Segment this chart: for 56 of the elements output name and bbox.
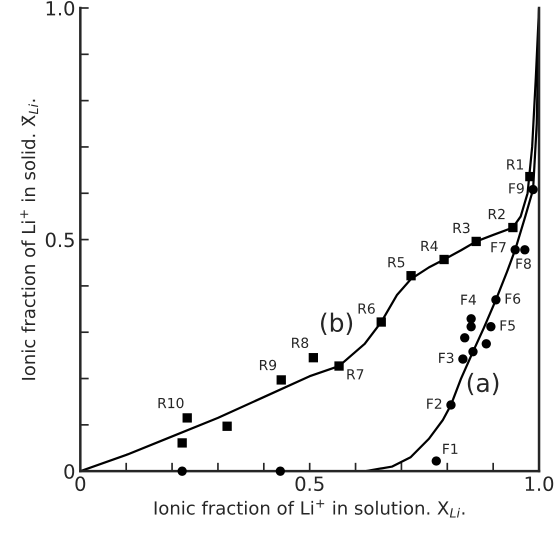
annotation: F3 xyxy=(439,352,454,364)
annotation: R5 xyxy=(388,257,404,268)
point xyxy=(482,339,491,348)
annotation: F7 xyxy=(491,242,506,252)
x-tick-label: 0 xyxy=(75,476,86,492)
x-axis-title: Ionic fraction of Li$^{+}$ in solution. X$_{Li}$. xyxy=(154,500,464,518)
annotation: R2 xyxy=(488,208,505,220)
annotation: F6 xyxy=(506,293,520,304)
annotation: R3 xyxy=(454,222,470,234)
annotation: F1 xyxy=(443,444,458,454)
y-tick-label: 0 xyxy=(64,464,74,479)
point xyxy=(491,295,501,304)
point xyxy=(528,184,538,194)
point xyxy=(308,353,318,362)
annotation: F8 xyxy=(516,258,531,269)
annotation: R9 xyxy=(260,360,276,370)
annotation: (a) xyxy=(468,372,498,396)
annotation: R10 xyxy=(158,398,184,408)
y-axis-title: Ionic fraction of Li$^{+}$ in solid. X̄$_{Li}$. xyxy=(20,100,38,380)
point xyxy=(468,347,478,356)
point xyxy=(406,271,416,280)
point xyxy=(334,361,344,371)
point xyxy=(525,172,535,182)
x-tick-label: 0.5 xyxy=(296,476,324,492)
annotation: R6 xyxy=(358,303,375,314)
annotation: R4 xyxy=(421,240,438,252)
point xyxy=(276,466,285,476)
annotation: R8 xyxy=(292,338,308,348)
annotation: F5 xyxy=(500,320,515,331)
annotation: R1 xyxy=(507,159,524,170)
point xyxy=(472,236,481,246)
annotation: F9 xyxy=(509,183,524,194)
point xyxy=(486,322,496,332)
point xyxy=(520,245,530,254)
point xyxy=(466,314,476,324)
point xyxy=(439,254,449,264)
point xyxy=(446,400,456,410)
annotation: (b) xyxy=(321,312,352,335)
point xyxy=(276,375,286,385)
point xyxy=(376,317,386,327)
point xyxy=(432,456,441,466)
point xyxy=(460,333,470,342)
annotation: R7 xyxy=(347,369,364,380)
y-tick-label: 0.5 xyxy=(46,232,74,248)
point xyxy=(458,354,468,364)
point xyxy=(178,466,187,476)
annotation: F4 xyxy=(461,294,476,305)
y-tick-label: 1.0 xyxy=(46,0,74,16)
x-tick-label: 1.0 xyxy=(526,476,554,492)
point xyxy=(510,245,520,254)
point xyxy=(508,222,518,232)
annotation: F2 xyxy=(427,398,442,409)
point xyxy=(466,322,476,332)
point xyxy=(182,413,192,423)
point xyxy=(222,422,232,431)
point xyxy=(178,438,187,448)
